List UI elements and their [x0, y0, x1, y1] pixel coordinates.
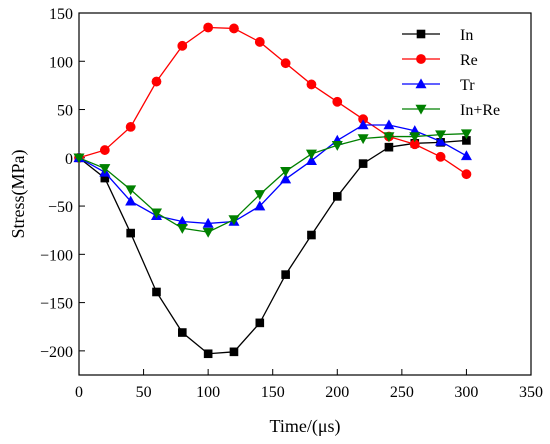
legend-item: In: [402, 27, 473, 44]
data-point: [125, 195, 137, 206]
x-axis-title: Time/(μs): [270, 416, 341, 437]
data-point: [150, 208, 162, 219]
x-tick-label: 300: [454, 384, 478, 401]
data-point: [125, 122, 136, 132]
x-tick-label: 200: [325, 384, 349, 401]
data-point: [99, 164, 111, 175]
x-tick-label: 250: [390, 384, 414, 401]
y-tick-label: −150: [40, 296, 73, 313]
legend-label: Re: [460, 52, 478, 69]
data-point: [203, 22, 214, 33]
data-point: [409, 132, 421, 143]
x-tick-label: 350: [519, 384, 543, 401]
data-point: [305, 149, 317, 160]
data-point: [332, 96, 343, 107]
data-point: [202, 217, 214, 228]
data-point: [203, 349, 213, 359]
data-point: [460, 150, 472, 161]
data-point: [202, 227, 214, 238]
data-point: [254, 190, 266, 201]
data-point: [281, 270, 290, 279]
data-point: [126, 228, 135, 238]
series-in: [74, 136, 471, 359]
data-point: [435, 151, 446, 162]
legend-label: In: [460, 27, 473, 44]
legend-marker: [415, 78, 427, 89]
series-line: [78, 26, 467, 175]
legend-label: Tr: [460, 77, 475, 94]
legend: In Re Tr In+Re: [402, 27, 500, 119]
series-line: [78, 139, 467, 355]
series-in-re: [73, 129, 472, 238]
data-point: [228, 215, 240, 226]
legend-marker: [415, 104, 427, 115]
data-point: [280, 173, 292, 184]
legend-item: In+Re: [402, 102, 500, 119]
legend-label: In+Re: [460, 102, 500, 119]
y-tick-label: 50: [57, 103, 73, 120]
y-tick-label: −50: [48, 199, 73, 216]
y-tick-label: 0: [65, 151, 73, 168]
data-point: [280, 58, 291, 69]
data-point: [280, 167, 292, 177]
data-point: [229, 23, 239, 34]
data-point: [461, 169, 472, 180]
y-tick-label: 100: [49, 54, 73, 71]
data-point: [306, 79, 317, 90]
data-point: [176, 223, 188, 234]
data-point: [383, 119, 395, 130]
data-point: [357, 119, 369, 130]
plot-series: [73, 22, 472, 359]
data-point: [384, 142, 394, 152]
legend-marker: [416, 29, 426, 39]
data-point: [435, 135, 447, 146]
x-tick-label: 150: [261, 384, 285, 401]
series-re: [74, 22, 472, 180]
data-point: [435, 130, 447, 141]
data-point: [358, 159, 368, 168]
legend-marker: [416, 54, 426, 64]
plot-frame: [78, 12, 532, 376]
data-point: [307, 230, 316, 240]
data-point: [460, 129, 472, 140]
y-axis-title: Stress(MPa): [8, 149, 29, 238]
data-point: [331, 140, 343, 151]
x-tick-label: 0: [75, 384, 83, 401]
y-tick-label: −200: [40, 344, 73, 361]
data-point: [178, 328, 187, 337]
data-point: [332, 192, 342, 201]
data-point: [305, 155, 317, 165]
data-point: [177, 40, 188, 51]
axes: 0 50 100 150 200 250 300 350 150 100 50 0 −50 −100 −15…: [40, 6, 543, 401]
data-point: [357, 134, 369, 145]
data-point: [125, 185, 137, 196]
data-point: [383, 132, 395, 143]
data-point: [255, 318, 265, 328]
x-tick-label: 50: [136, 384, 152, 401]
data-point: [73, 153, 85, 164]
legend-item: Re: [402, 52, 478, 69]
y-tick-label: 150: [49, 6, 73, 23]
data-point: [254, 37, 265, 47]
data-point: [254, 200, 266, 211]
data-point: [229, 347, 239, 357]
series-line: [78, 124, 467, 225]
y-tick-label: −100: [40, 247, 73, 264]
data-point: [151, 76, 162, 87]
data-point: [152, 287, 161, 297]
x-tick-label: 100: [196, 384, 220, 401]
data-point: [99, 145, 110, 155]
series-line: [78, 133, 467, 233]
legend-item: Tr: [402, 77, 475, 94]
